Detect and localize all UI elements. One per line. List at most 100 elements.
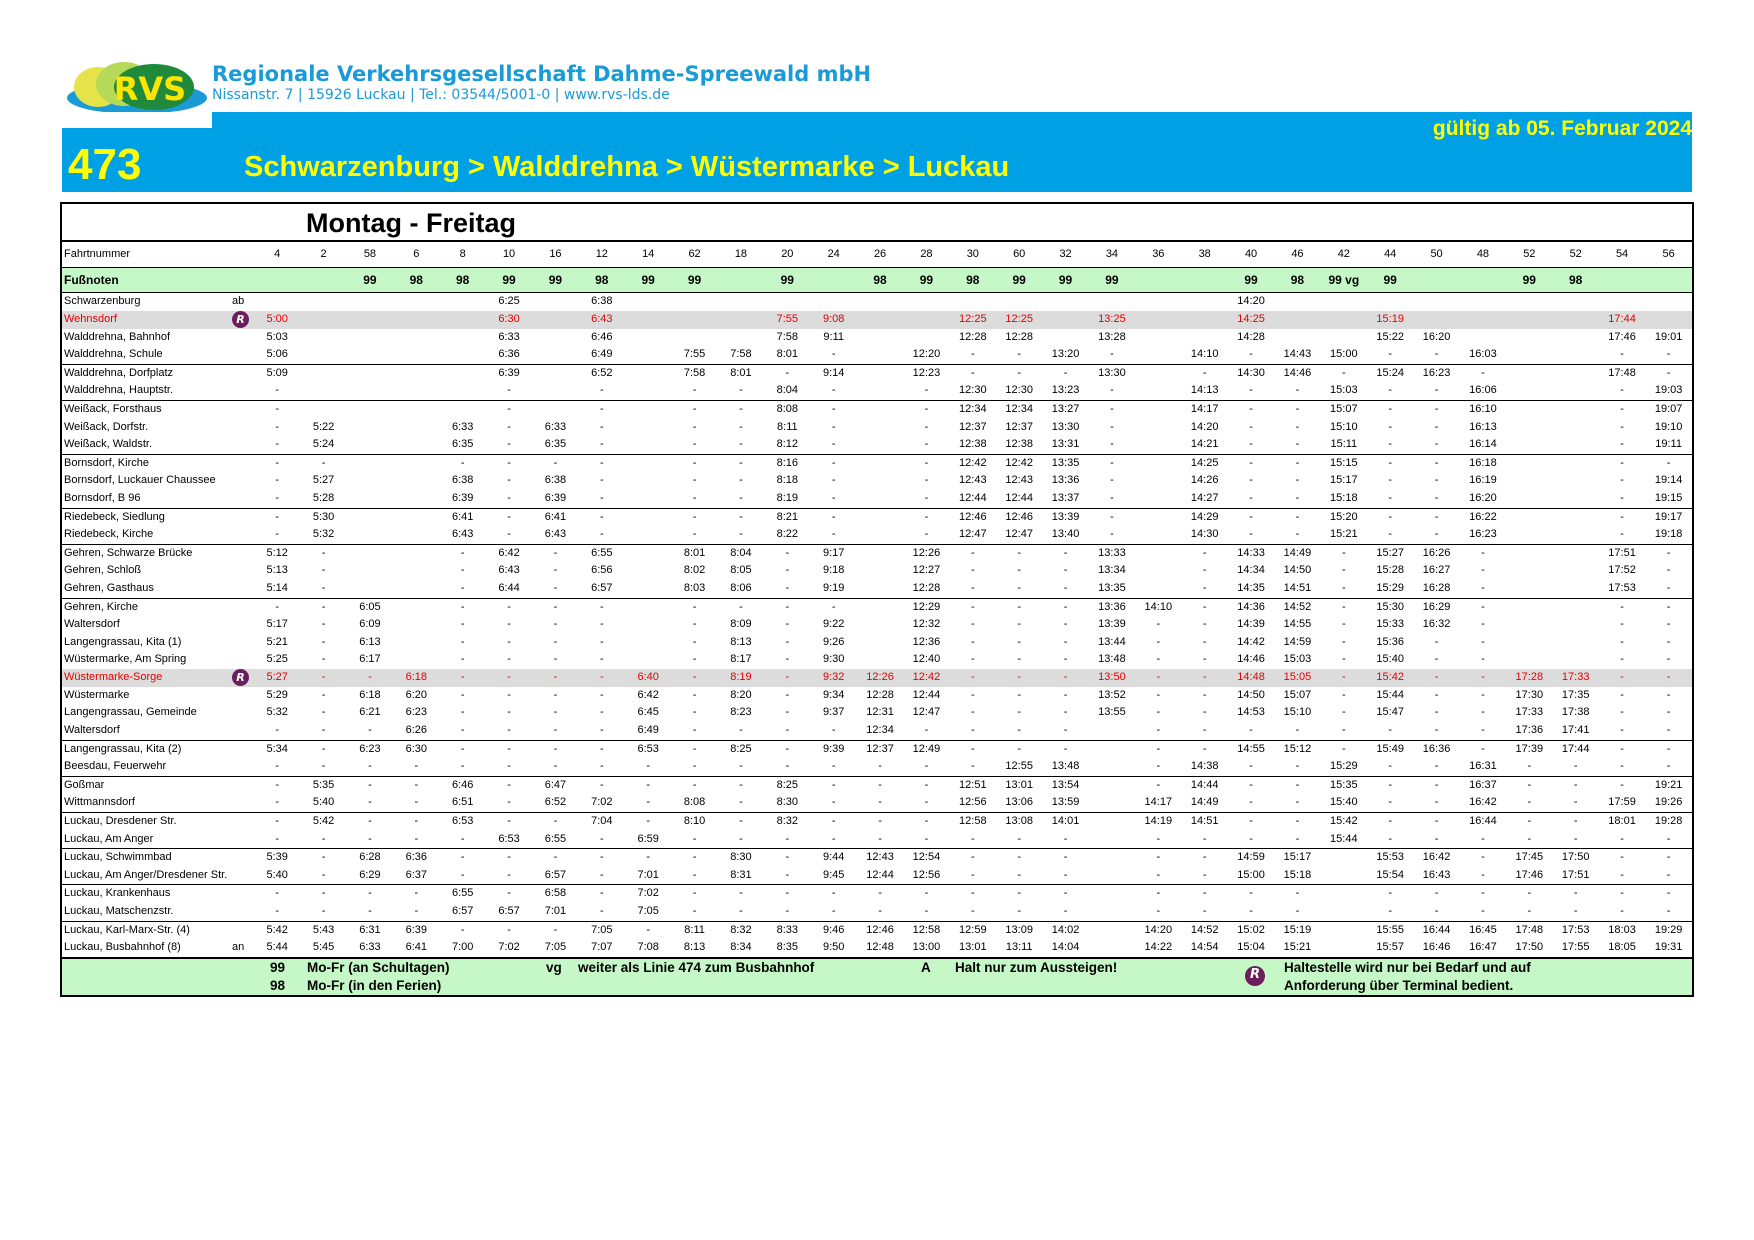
departure-time: 19:29: [1645, 920, 1692, 940]
departure-time: [717, 310, 765, 329]
departure-time: 8:33: [764, 920, 811, 940]
departure-time: -: [1434, 688, 1439, 701]
departure-time: 15:55: [1367, 920, 1414, 940]
departure-time: 8:22: [776, 528, 799, 541]
departure-time: [346, 399, 394, 419]
departure-time: -: [485, 920, 533, 940]
trip-number: 18: [717, 242, 765, 268]
departure-time: [393, 651, 439, 669]
departure-time: 7:01: [637, 868, 659, 881]
departure-time: 8:01: [776, 348, 799, 361]
stop-name: Wüstermarke-Sorge: [62, 668, 232, 687]
departure-time: -: [785, 868, 790, 881]
departure-time: 6:38: [591, 295, 613, 307]
departure-time: -: [578, 848, 625, 867]
departure-time: [1042, 329, 1088, 347]
departure-time: -: [1598, 507, 1646, 527]
departure-time: -: [439, 543, 486, 563]
departure-time: 12:27: [912, 564, 941, 577]
departure-time: 17:50: [1552, 848, 1599, 867]
departure-time: 7:04: [578, 812, 625, 831]
departure-time: 7:05: [578, 920, 625, 940]
departure-time: 6:05: [346, 597, 394, 617]
departure-time: 16:42: [1469, 796, 1497, 809]
departure-time: 6:23: [405, 706, 428, 719]
departure-time: -: [1063, 724, 1068, 737]
departure-time: [347, 436, 393, 454]
departure-time: -: [275, 528, 280, 541]
departure-time: 17:36: [1515, 724, 1544, 737]
trip-number: 56: [1645, 242, 1692, 268]
legend-request-icon: [1245, 965, 1265, 986]
departure-time: -: [1202, 905, 1207, 917]
departure-time: -: [1645, 453, 1692, 473]
departure-time: -: [1295, 474, 1300, 487]
departure-time: -: [1110, 474, 1114, 487]
departure-time: [1089, 831, 1135, 849]
departure-time: -: [1295, 491, 1300, 504]
departure-time: -: [1156, 832, 1161, 845]
departure-time: [300, 399, 347, 419]
departure-time: -: [599, 832, 604, 845]
departure-time: [1553, 490, 1599, 508]
departure-time: -: [1017, 905, 1022, 917]
departure-time: [347, 490, 393, 508]
departure-time: 6:53: [439, 812, 486, 831]
departure-time: [903, 293, 949, 311]
departure-time: -: [810, 812, 857, 831]
departure-time: -: [739, 474, 743, 487]
departure-time: [300, 310, 347, 329]
departure-time: -: [1598, 668, 1646, 687]
departure-time: 14:13: [1190, 384, 1219, 397]
departure-time: [1552, 597, 1599, 617]
departure-time: -: [1249, 348, 1253, 361]
departure-time: 14:36: [1227, 597, 1275, 617]
departure-time: -: [1598, 739, 1646, 759]
departure-time: 12:38: [1005, 438, 1033, 451]
departure-time: 8:32: [717, 920, 765, 940]
footnote-code: 99: [532, 267, 579, 293]
departure-time: -: [1063, 688, 1068, 701]
departure-time: 14:53: [1237, 706, 1265, 719]
stop-marker: [232, 704, 254, 722]
stop-marker: [232, 722, 254, 740]
departure-time: [1552, 310, 1599, 329]
departure-time: -: [275, 474, 280, 487]
departure-time: -: [810, 399, 857, 419]
departure-time: [1135, 346, 1181, 364]
departure-time: -: [1042, 848, 1089, 867]
departure-time: 14:51: [1181, 812, 1228, 831]
departure-time: 16:06: [1469, 384, 1497, 397]
departure-time: 16:47: [1459, 939, 1507, 959]
legend: 99 Mo-Fr (an Schultagen) 98 Mo-Fr (in de…: [62, 958, 1692, 995]
departure-time: 17:33: [1552, 668, 1599, 687]
departure-time: 6:40: [625, 668, 672, 687]
departure-time: -: [949, 668, 996, 687]
departure-time: 17:53: [1608, 581, 1636, 594]
departure-time: -: [810, 453, 857, 473]
departure-time: [1135, 580, 1181, 598]
departure-time: -: [856, 884, 904, 903]
departure-time: -: [321, 653, 326, 666]
departure-time: 5:32: [312, 528, 335, 541]
departure-time: -: [1017, 564, 1022, 577]
departure-time: -: [1388, 438, 1393, 451]
departure-time: 6:33: [544, 420, 567, 433]
departure-time: -: [1017, 832, 1022, 845]
departure-time: -: [1388, 760, 1393, 773]
stop-name: Walddrehna, Dorfplatz: [62, 363, 232, 383]
departure-time: -: [254, 507, 301, 527]
departure-time: -: [599, 474, 604, 487]
stop-marker: [232, 329, 254, 347]
departure-time: [347, 382, 393, 400]
departure-time: -: [924, 760, 929, 773]
departure-time: -: [924, 384, 929, 397]
departure-time: -: [1181, 668, 1228, 687]
departure-time: [625, 293, 671, 311]
departure-time: [1552, 363, 1599, 383]
departure-time: [1182, 329, 1228, 347]
departure-time: [1320, 939, 1367, 959]
departure-time: -: [275, 832, 280, 845]
footnote-code: 98: [1552, 267, 1599, 293]
stop-row: Riedebeck, Siedlung -5:30 6:41-6:41- - -8:21…: [62, 507, 1692, 527]
